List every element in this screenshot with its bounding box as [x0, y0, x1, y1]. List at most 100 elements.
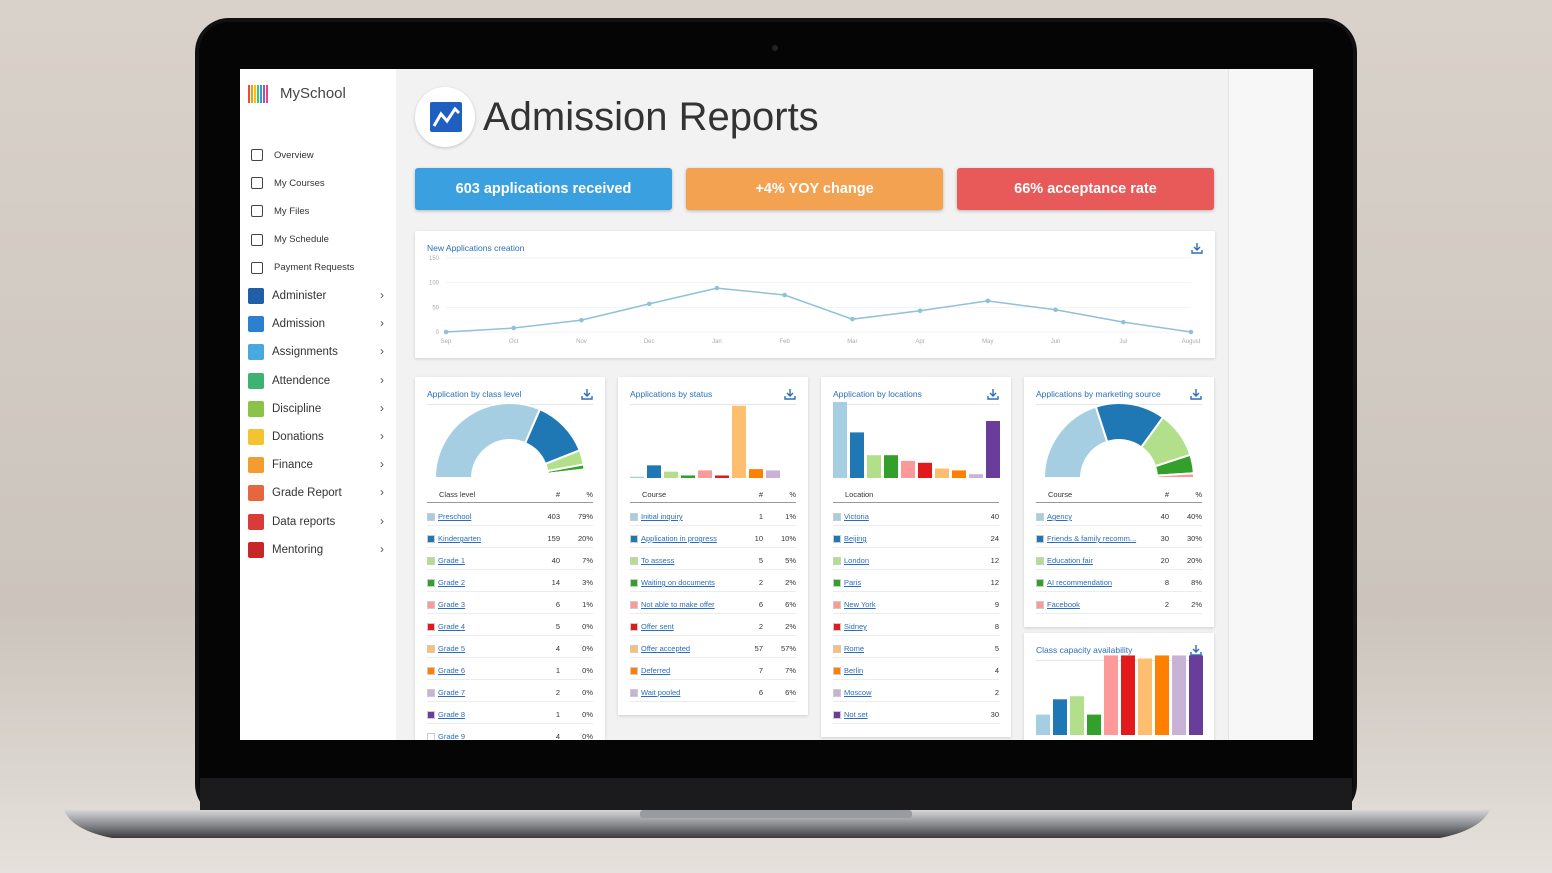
bar — [1070, 696, 1084, 735]
row-count: 20 — [1160, 556, 1169, 565]
row-label: Moscow — [844, 688, 872, 697]
nav-item[interactable]: My Files — [248, 200, 390, 222]
report-panel: Application by locations Location Victoria… — [821, 377, 1011, 737]
row-name[interactable]: Offer sent — [630, 622, 674, 631]
row-name[interactable]: Grade 3 — [427, 600, 465, 609]
row-label: Beijing — [844, 534, 867, 543]
nav-item[interactable]: Grade Report › — [248, 482, 390, 504]
row-name[interactable]: Application in progress — [630, 534, 717, 543]
bar — [732, 405, 746, 478]
row-line — [427, 525, 593, 526]
nav-item[interactable]: Discipline › — [248, 398, 390, 420]
row-name[interactable]: Waiting on documents — [630, 578, 715, 587]
row-name[interactable]: London — [833, 556, 869, 565]
row-line — [1036, 613, 1202, 614]
row-name[interactable]: Initial inquiry — [630, 512, 683, 521]
nav-item[interactable]: My Courses — [248, 172, 390, 194]
row-count: 6 — [758, 600, 763, 609]
row-percent: 6% — [785, 688, 796, 697]
bar — [698, 470, 712, 478]
row-name[interactable]: Grade 6 — [427, 666, 465, 675]
nav-item[interactable]: Data reports › — [248, 511, 390, 533]
download-button[interactable] — [784, 387, 796, 405]
panel-title: Application by class level — [427, 389, 522, 399]
column-header: # — [1164, 490, 1169, 499]
nav-item[interactable]: Payment Requests — [248, 257, 390, 279]
row-name[interactable]: Sidney — [833, 622, 867, 631]
bar — [630, 476, 644, 478]
row-name[interactable]: Grade 9 — [427, 732, 465, 740]
nav-item[interactable]: Overview — [248, 144, 390, 166]
row-name[interactable]: Rome — [833, 644, 864, 653]
row-name[interactable]: Victoria — [833, 512, 869, 521]
legend-swatch — [833, 622, 841, 631]
download-button[interactable] — [1190, 643, 1202, 661]
kpi-tile: 603 applications received — [415, 168, 672, 210]
point — [1053, 307, 1058, 313]
x-tick-label: May — [982, 339, 993, 345]
row-name[interactable]: Grade 1 — [427, 556, 465, 565]
nav-item[interactable]: Assignments › — [248, 341, 390, 363]
row-name[interactable]: Facebook — [1036, 600, 1080, 609]
row-name[interactable]: To assess — [630, 556, 674, 565]
legend-swatch — [1036, 534, 1044, 543]
row-name[interactable]: Education fair — [1036, 556, 1093, 565]
legend-swatch — [630, 666, 638, 675]
row-name[interactable]: Grade 7 — [427, 688, 465, 697]
chevron: › — [380, 316, 384, 331]
line-chart-panel: New Applications creation 0 50 100 150 Sep Oct… — [415, 231, 1215, 358]
row-count: 6 — [555, 600, 560, 609]
nav-item[interactable]: Mentoring › — [248, 539, 390, 561]
nav-label: Admission — [272, 318, 326, 331]
row-name[interactable]: Grade 5 — [427, 644, 465, 653]
nav-item[interactable]: My Schedule — [248, 229, 390, 251]
row-line — [833, 591, 999, 592]
row-name[interactable]: Agency — [1036, 512, 1072, 521]
row-name[interactable]: New York — [833, 600, 876, 609]
row-name[interactable]: Preschool — [427, 512, 471, 521]
row-name[interactable]: Friends & family recomm... — [1036, 534, 1136, 543]
row-percent: 20% — [1186, 556, 1202, 565]
row-name[interactable]: Grade 4 — [427, 622, 465, 631]
chevron: › — [380, 541, 384, 556]
capacity-chart — [1036, 655, 1203, 735]
legend-swatch — [1036, 556, 1044, 565]
row-count: 403 — [547, 512, 560, 521]
row-name[interactable]: Paris — [833, 578, 861, 587]
nav-label: Administer — [272, 290, 327, 302]
nav-item[interactable]: Donations › — [248, 426, 390, 448]
row-label: Grade 7 — [438, 688, 466, 697]
row-name[interactable]: Kindergarten — [427, 534, 481, 543]
row-count: 24 — [990, 534, 999, 543]
row-name[interactable]: Grade 2 — [427, 578, 465, 587]
x-tick-label: Jun — [1051, 339, 1061, 345]
bar — [918, 462, 932, 478]
bar — [901, 460, 915, 478]
row-name[interactable]: Offer accepted — [630, 644, 690, 653]
row-name[interactable]: Not able to make offer — [630, 600, 715, 609]
nav-item[interactable]: Attendence › — [248, 370, 390, 392]
nav-item[interactable]: Administer › — [248, 285, 390, 307]
nav-item[interactable]: Finance › — [248, 454, 390, 476]
row-line — [630, 613, 796, 614]
row-count: 12 — [990, 556, 999, 565]
row-name[interactable]: Deferred — [630, 666, 670, 675]
row-name[interactable]: Moscow — [833, 688, 872, 697]
download-button[interactable] — [1191, 241, 1203, 259]
row-name[interactable]: AI recommendation — [1036, 578, 1112, 587]
row-name[interactable]: Beijing — [833, 534, 867, 543]
row-line — [833, 547, 999, 548]
row-name[interactable]: Berlin — [833, 666, 863, 675]
nav-icon — [248, 372, 264, 389]
download-button[interactable] — [581, 387, 593, 405]
download-button[interactable] — [1190, 387, 1202, 405]
row-line — [630, 525, 796, 526]
row-label: Grade 5 — [438, 644, 466, 653]
nav-item[interactable]: Admission › — [248, 313, 390, 335]
row-label: Berlin — [844, 666, 864, 675]
row-name[interactable]: Grade 8 — [427, 710, 465, 719]
row-name[interactable]: Wait pooled — [630, 688, 680, 697]
row-name[interactable]: Not set — [833, 710, 868, 719]
row-label: Application in progress — [641, 534, 717, 543]
download-button[interactable] — [987, 387, 999, 405]
